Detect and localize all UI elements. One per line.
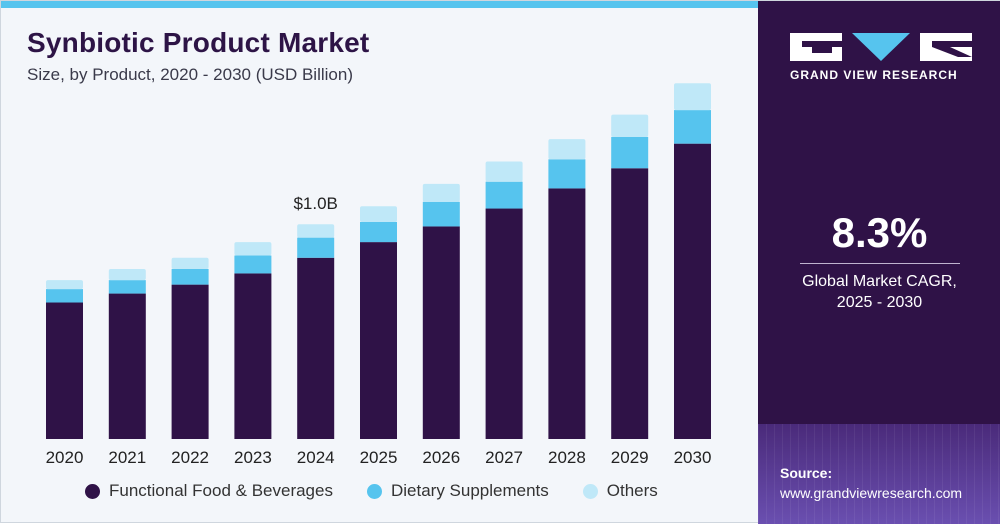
- chart-title: Synbiotic Product Market: [27, 27, 370, 58]
- x-tick-label-2025: 2025: [360, 448, 398, 467]
- bar-functional-2022: [171, 284, 209, 439]
- x-tick-label-2027: 2027: [485, 448, 523, 467]
- bar-dietary-2021: [108, 280, 146, 294]
- x-tick-label-2028: 2028: [548, 448, 586, 467]
- bar-others-2025: [360, 206, 397, 222]
- cagr-label: Global Market CAGR, 2025 - 2030: [758, 271, 1000, 313]
- bar-others-2029: [611, 114, 649, 137]
- cagr-label-line2: 2025 - 2030: [836, 294, 923, 311]
- bar-others-2027: [485, 161, 523, 182]
- sidebar-panel: GRAND VIEW RESEARCH 8.3% Global Market C…: [758, 1, 1000, 524]
- bar-dietary-2027: [485, 181, 523, 209]
- bar-dietary-2020: [46, 289, 83, 303]
- bar-dietary-2023: [234, 255, 272, 274]
- source-label: Source:: [780, 465, 833, 481]
- legend-swatch-functional: [85, 483, 100, 499]
- bar-dietary-2022: [171, 268, 209, 285]
- chart-subtitle: Size, by Product, 2020 - 2030 (USD Billi…: [27, 65, 353, 84]
- legend-item-others: Others: [582, 481, 658, 501]
- bar-functional-2021: [108, 293, 146, 439]
- legend-item-dietary: Dietary Supplements: [366, 481, 549, 501]
- bar-functional-2023: [234, 273, 272, 439]
- bar-functional-2028: [548, 188, 586, 439]
- bar-dietary-2030: [674, 110, 711, 144]
- x-tick-label-2023: 2023: [234, 448, 272, 467]
- bar-dietary-2028: [548, 159, 586, 189]
- bar-others-2024: [297, 224, 335, 238]
- brand-name: GRAND VIEW RESEARCH: [790, 68, 958, 82]
- legend-item-functional: Functional Food & Beverages: [85, 481, 333, 501]
- bar-functional-2029: [611, 168, 649, 439]
- bar-functional-2026: [422, 226, 460, 439]
- bar-others-2023: [234, 242, 272, 256]
- cagr-label-line1: Global Market CAGR,: [802, 273, 957, 290]
- divider: [800, 263, 960, 264]
- x-tick-label-2030: 2030: [674, 448, 712, 467]
- x-tick-label-2022: 2022: [171, 448, 209, 467]
- bar-others-2028: [548, 139, 586, 160]
- x-tick-label-2024: 2024: [297, 448, 335, 467]
- bar-functional-2030: [674, 143, 711, 439]
- bar-others-2026: [422, 183, 460, 202]
- source-url[interactable]: www.grandviewresearch.com: [780, 485, 963, 501]
- data-label-2024: $1.0B: [293, 194, 337, 213]
- bar-dietary-2026: [422, 201, 460, 227]
- grand-view-research-logo: [790, 33, 972, 61]
- legend-swatch-others: [582, 483, 598, 499]
- legend-swatch-dietary: [366, 483, 382, 499]
- bar-dietary-2025: [360, 221, 397, 243]
- legend-label-dietary: Dietary Supplements: [390, 481, 549, 500]
- bar-functional-2020: [46, 302, 83, 439]
- bar-functional-2027: [485, 208, 523, 439]
- legend-label-functional: Functional Food & Beverages: [109, 481, 333, 500]
- bar-others-2022: [171, 257, 209, 269]
- bar-others-2030: [674, 83, 711, 111]
- bar-others-2020: [46, 280, 83, 290]
- bar-chart: 2020 2021 2022 2023 2024 $1.0B 2025 2026 2027 202…: [46, 83, 712, 467]
- bar-functional-2024: [297, 257, 335, 439]
- x-tick-label-2026: 2026: [422, 448, 460, 467]
- bar-dietary-2029: [611, 136, 649, 169]
- bar-functional-2025: [360, 242, 397, 439]
- x-tick-label-2021: 2021: [108, 448, 146, 467]
- sidebar-footer-band: [758, 424, 1000, 524]
- accent-bar: [1, 1, 758, 8]
- bar-dietary-2024: [297, 237, 335, 258]
- x-tick-label-2029: 2029: [611, 448, 649, 467]
- bar-others-2021: [108, 268, 146, 281]
- legend: Functional Food & Beverages Dietary Supp…: [85, 481, 692, 501]
- x-tick-label-2020: 2020: [46, 448, 84, 467]
- legend-label-others: Others: [606, 481, 658, 500]
- cagr-value: 8.3%: [831, 209, 928, 256]
